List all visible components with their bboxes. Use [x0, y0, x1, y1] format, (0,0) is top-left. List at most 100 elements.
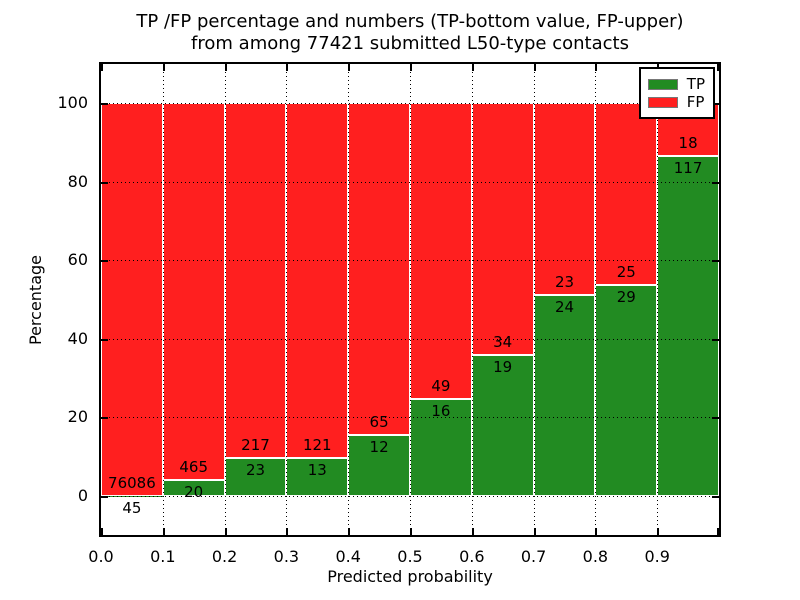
bar-segment-tp: [348, 434, 410, 496]
gridline-vertical: [348, 64, 349, 535]
plot-area: TP FP 76086 45 465 20 217 23 121 13 65 12 49 16 34 19 2…: [99, 62, 721, 537]
gridline-vertical: [534, 64, 535, 535]
legend-label-fp: FP: [686, 93, 705, 111]
gridline-vertical: [472, 64, 473, 535]
bar-count-label-fp: 23: [554, 273, 575, 292]
chart-title-line1: TP /FP percentage and numbers (TP-bottom…: [136, 11, 684, 32]
y-tick-label: 40: [67, 328, 88, 348]
y-tick-label: 20: [67, 407, 88, 427]
gridline-vertical: [286, 64, 287, 535]
x-tick-mark: [101, 64, 103, 71]
x-tick-mark: [595, 528, 597, 535]
y-tick-label: 80: [67, 171, 88, 191]
y-tick-mark: [712, 182, 719, 184]
bar-segment-fp: [101, 103, 163, 496]
x-tick-mark: [534, 64, 536, 71]
x-tick-label: 0.7: [520, 547, 547, 566]
bar-count-label-tp: 12: [369, 437, 389, 456]
x-tick-label: 0.8: [582, 547, 609, 566]
y-tick-label: 100: [57, 93, 88, 113]
y-tick-mark: [712, 417, 719, 419]
gridline-horizontal: [101, 417, 719, 418]
legend-item-fp: FP: [647, 93, 705, 111]
bar-segment-tp: [224, 458, 287, 496]
bar-segment-tp: [471, 355, 534, 496]
legend-item-tp: TP: [647, 75, 705, 93]
y-tick-mark: [712, 103, 719, 105]
x-tick-label: 0.4: [335, 547, 361, 566]
x-tick-mark: [286, 528, 288, 535]
gridline-vertical: [225, 64, 226, 535]
x-tick-mark: [472, 528, 474, 535]
gridline-horizontal: [101, 182, 719, 183]
bar-count-label-fp: 65: [369, 412, 389, 431]
gridline-vertical: [595, 64, 596, 535]
bar-count-label-tp: 23: [245, 461, 266, 480]
bar-count-label-tp: 45: [122, 498, 142, 517]
bar-segment-tp: [595, 284, 658, 496]
x-tick-label: 0.3: [273, 547, 300, 566]
bar-count-label-tp: 29: [616, 287, 636, 306]
bar-count-label-tp: 117: [673, 158, 703, 177]
bar-segment-tp: [410, 399, 472, 496]
x-tick-mark: [163, 64, 165, 71]
bar-segment-fp: [533, 103, 596, 296]
x-tick-mark: [348, 64, 350, 71]
x-tick-label: 0.6: [459, 547, 485, 566]
bar-count-label-tp: 20: [184, 482, 204, 501]
bar-segment-fp: [224, 103, 287, 459]
legend-label-tp: TP: [686, 75, 705, 93]
x-tick-label: 0.1: [150, 547, 176, 566]
gridline-horizontal: [101, 260, 719, 261]
x-tick-mark: [101, 528, 103, 535]
bar-segment-tp: [101, 495, 163, 497]
x-tick-label: 0.0: [88, 547, 114, 566]
x-tick-mark: [472, 64, 474, 71]
bar-count-label-fp: 49: [431, 377, 451, 396]
y-tick-mark: [101, 182, 108, 184]
x-tick-mark: [534, 528, 536, 535]
y-tick-mark: [101, 260, 108, 262]
bar-segment-tp: [657, 155, 719, 496]
gridline-vertical: [163, 64, 164, 535]
x-tick-mark: [595, 64, 597, 71]
chart-title-line2: from among 77421 submitted L50-type cont…: [191, 33, 629, 54]
y-tick-mark: [712, 339, 719, 341]
y-tick-mark: [101, 417, 108, 419]
x-tick-mark: [348, 528, 350, 535]
x-tick-mark: [286, 64, 288, 71]
x-tick-label: 0.5: [397, 547, 423, 566]
legend: TP FP: [638, 67, 715, 119]
x-tick-mark: [657, 528, 659, 535]
bar-count-label-fp: 121: [302, 435, 332, 454]
x-tick-mark: [410, 64, 412, 71]
bar-segment-fp: [410, 103, 472, 400]
y-tick-mark: [712, 496, 719, 498]
bar-segment-fp: [162, 103, 225, 480]
x-tick-mark: [717, 64, 719, 71]
bar-count-label-fp: 76086: [108, 473, 156, 492]
gridline-vertical: [657, 64, 658, 535]
bar-segment-tp: [533, 295, 596, 496]
bar-count-label-fp: 217: [241, 436, 270, 455]
x-tick-mark: [225, 528, 227, 535]
gridline-vertical: [410, 64, 411, 535]
bar-segment-tp: [286, 457, 349, 496]
gridline-horizontal: [101, 339, 719, 340]
bar-count-label-tp: 16: [431, 402, 451, 421]
bar-count-label-fp: 465: [179, 457, 209, 476]
gridline-horizontal: [101, 496, 719, 497]
x-tick-mark: [163, 528, 165, 535]
y-tick-mark: [101, 103, 108, 105]
legend-swatch-fp: [647, 96, 678, 108]
x-tick-mark: [225, 64, 227, 71]
bar-count-label-tp: 24: [554, 298, 575, 317]
bar-count-label-tp: 13: [307, 460, 327, 479]
x-tick-mark: [410, 528, 412, 535]
x-tick-label: 0.9: [644, 547, 670, 566]
bar-segment-fp: [286, 103, 349, 458]
bar-count-label-fp: 34: [493, 333, 513, 352]
x-tick-mark: [717, 528, 719, 535]
x-axis-label: Predicted probability: [327, 567, 493, 586]
